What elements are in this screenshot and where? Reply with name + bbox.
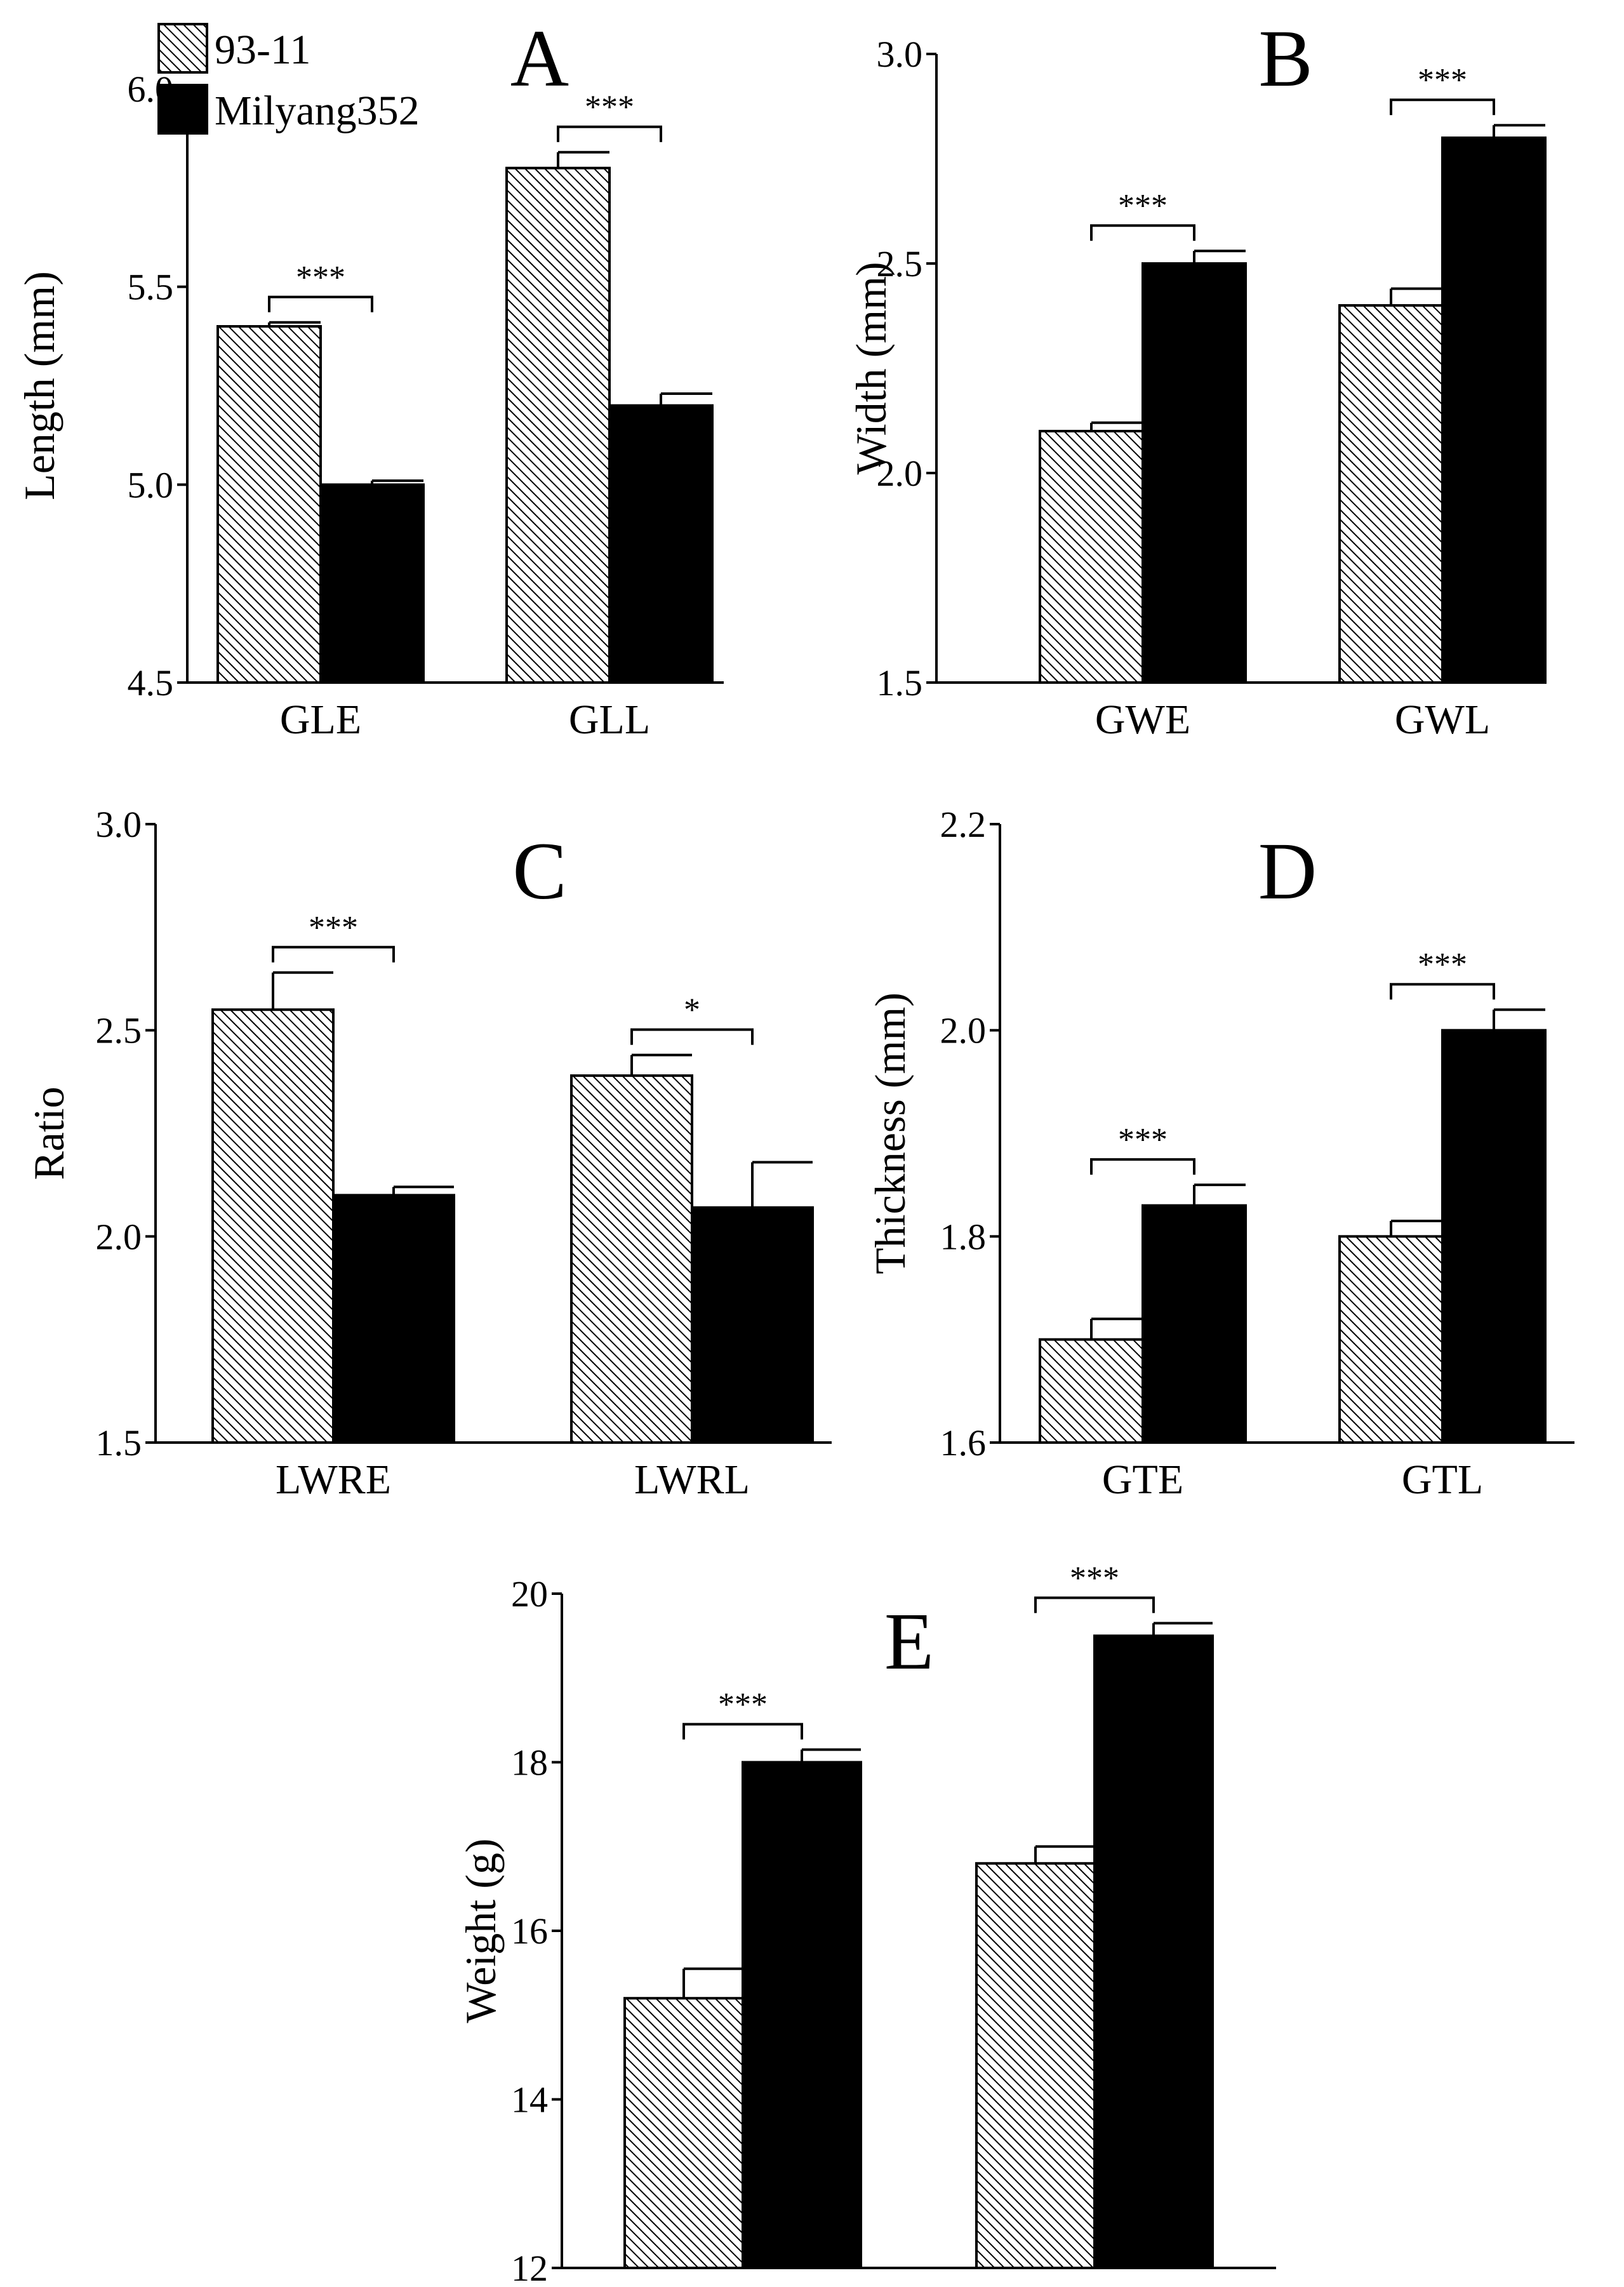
bar-d-gte-93-11 bbox=[1039, 1338, 1144, 1444]
y-tick-label-c: 2.0 bbox=[96, 1216, 142, 1257]
significance-bracket-c bbox=[630, 1028, 754, 1045]
y-tick-label-b: 2.0 bbox=[877, 453, 923, 494]
panel-c: 1.5 2.0 2.5 3.0 Ratio C *** LWRE * LWRL bbox=[25, 804, 832, 1503]
bar-a-gll-milyang352 bbox=[608, 404, 714, 684]
legend-label-milyang352: Milyang352 bbox=[215, 88, 420, 134]
y-tick-label-a: 6.0 bbox=[128, 69, 174, 110]
y-tick-label-d: 1.8 bbox=[940, 1216, 987, 1257]
bar-d-gte-milyang352 bbox=[1141, 1204, 1247, 1444]
bar-d-gtl-milyang352 bbox=[1441, 1029, 1547, 1444]
bar-a-gle-93-11 bbox=[216, 325, 322, 684]
significance-bracket-a bbox=[268, 295, 373, 312]
y-tick-label-e: 12 bbox=[511, 2248, 548, 2287]
panel-b: 1.5 2.0 2.5 3.0 Width (mm) B *** GWE *** GWL bbox=[847, 13, 1547, 743]
panel-e: 12 14 16 18 20 Weight (g) E *** TGWE *** TGWL bbox=[456, 1560, 1276, 2287]
significance-bracket-d bbox=[1090, 1158, 1195, 1175]
y-axis-label-a: Length (mm) bbox=[15, 271, 63, 500]
significance-label-c: *** bbox=[309, 910, 358, 946]
bar-b-gwe-93-11 bbox=[1039, 430, 1144, 684]
legend-swatch-milyang352 bbox=[157, 84, 208, 135]
bar-d-gtl-93-11 bbox=[1338, 1235, 1444, 1444]
panel-label-c: C bbox=[512, 826, 566, 916]
significance-label-e: *** bbox=[1070, 1560, 1119, 1596]
significance-label-d: *** bbox=[1118, 1122, 1168, 1158]
category-label-b: GWE bbox=[1095, 697, 1190, 743]
bar-b-gwe-milyang352 bbox=[1141, 262, 1247, 684]
category-label-d: GTL bbox=[1402, 1457, 1483, 1503]
category-label-e: TGWE bbox=[682, 2282, 804, 2287]
bar-e-tgwe-milyang352 bbox=[742, 1761, 862, 2269]
y-axis-label-c: Ratio bbox=[25, 1086, 73, 1180]
bar-e-tgwl-milyang352 bbox=[1093, 1634, 1214, 2269]
y-tick-label-c: 2.5 bbox=[96, 1010, 142, 1051]
significance-bracket-e bbox=[1034, 1596, 1155, 1613]
y-tick-label-d: 2.0 bbox=[940, 1010, 987, 1051]
y-axis-label-d: Thickness (mm) bbox=[866, 992, 914, 1274]
y-tick-label-a: 4.5 bbox=[128, 662, 174, 703]
y-tick-label-c: 3.0 bbox=[96, 804, 142, 845]
panel-a: 4.5 5.0 5.5 6.0 Length (mm) A *** GLE *** GLL bbox=[15, 13, 724, 743]
y-axis-label-e: Weight (g) bbox=[456, 1839, 505, 2024]
bar-a-gll-93-11 bbox=[505, 166, 611, 684]
significance-bracket-e bbox=[682, 1723, 803, 1740]
panel-label-d: D bbox=[1258, 826, 1317, 916]
y-tick-label-b: 3.0 bbox=[877, 34, 923, 75]
significance-bracket-b bbox=[1390, 98, 1495, 116]
bar-b-gwl-milyang352 bbox=[1441, 137, 1547, 684]
significance-label-b: *** bbox=[1118, 188, 1168, 224]
significance-label-e: *** bbox=[718, 1687, 768, 1723]
bar-b-gwl-93-11 bbox=[1338, 304, 1444, 684]
y-tick-label-e: 14 bbox=[511, 2079, 548, 2121]
y-tick-label-d: 1.6 bbox=[940, 1422, 987, 1464]
legend-label-93-11: 93-11 bbox=[215, 27, 311, 73]
category-label-e: TGWL bbox=[1034, 2282, 1155, 2287]
bar-e-tgwl-93-11 bbox=[975, 1862, 1096, 2270]
bar-c-lwre-milyang352 bbox=[332, 1194, 455, 1444]
y-tick-label-d: 2.2 bbox=[940, 804, 987, 845]
legend: 93-11 Milyang352 bbox=[157, 23, 420, 135]
significance-bracket-b bbox=[1090, 224, 1195, 241]
significance-label-b: *** bbox=[1418, 62, 1467, 98]
category-label-a: GLE bbox=[280, 697, 361, 743]
category-label-c: LWRE bbox=[276, 1457, 391, 1503]
panel-label-e: E bbox=[884, 1596, 934, 1686]
significance-bracket-d bbox=[1390, 983, 1495, 1000]
bar-c-lwre-93-11 bbox=[211, 1008, 335, 1444]
panel-d: 1.6 1.8 2.0 2.2 Thickness (mm) D *** GTE *** GTL bbox=[866, 804, 1574, 1503]
panel-label-a: A bbox=[510, 13, 569, 103]
significance-label-a: *** bbox=[296, 260, 345, 296]
category-label-a: GLL bbox=[569, 697, 650, 743]
y-tick-label-b: 2.5 bbox=[877, 243, 923, 284]
y-tick-label-b: 1.5 bbox=[877, 662, 923, 703]
significance-label-a: *** bbox=[585, 90, 634, 126]
chart-panels: 4.5 5.0 5.5 6.0 Length (mm) A *** GLE *** GLL 1.5 2… bbox=[15, 13, 1574, 2287]
bar-e-tgwe-93-11 bbox=[623, 1997, 744, 2269]
bar-a-gle-milyang352 bbox=[319, 483, 425, 684]
significance-label-c: * bbox=[684, 992, 700, 1029]
bar-c-lwrl-milyang352 bbox=[691, 1206, 814, 1444]
legend-swatch-93-11 bbox=[157, 23, 208, 74]
y-tick-label-a: 5.5 bbox=[128, 267, 174, 308]
significance-bracket-c bbox=[272, 945, 395, 963]
y-tick-label-a: 5.0 bbox=[128, 464, 174, 505]
panel-label-b: B bbox=[1258, 13, 1312, 103]
y-tick-label-e: 18 bbox=[511, 1742, 548, 1784]
category-label-d: GTE bbox=[1102, 1457, 1183, 1503]
category-label-b: GWL bbox=[1395, 697, 1490, 743]
significance-bracket-a bbox=[557, 125, 662, 142]
y-tick-label-e: 16 bbox=[511, 1910, 548, 1952]
y-tick-label-e: 20 bbox=[511, 1573, 548, 1615]
y-axis-label-b: Width (mm) bbox=[847, 262, 895, 474]
category-label-c: LWRL bbox=[634, 1457, 750, 1503]
significance-label-d: *** bbox=[1418, 947, 1467, 983]
bar-c-lwrl-93-11 bbox=[570, 1074, 693, 1444]
y-tick-label-c: 1.5 bbox=[96, 1422, 142, 1464]
